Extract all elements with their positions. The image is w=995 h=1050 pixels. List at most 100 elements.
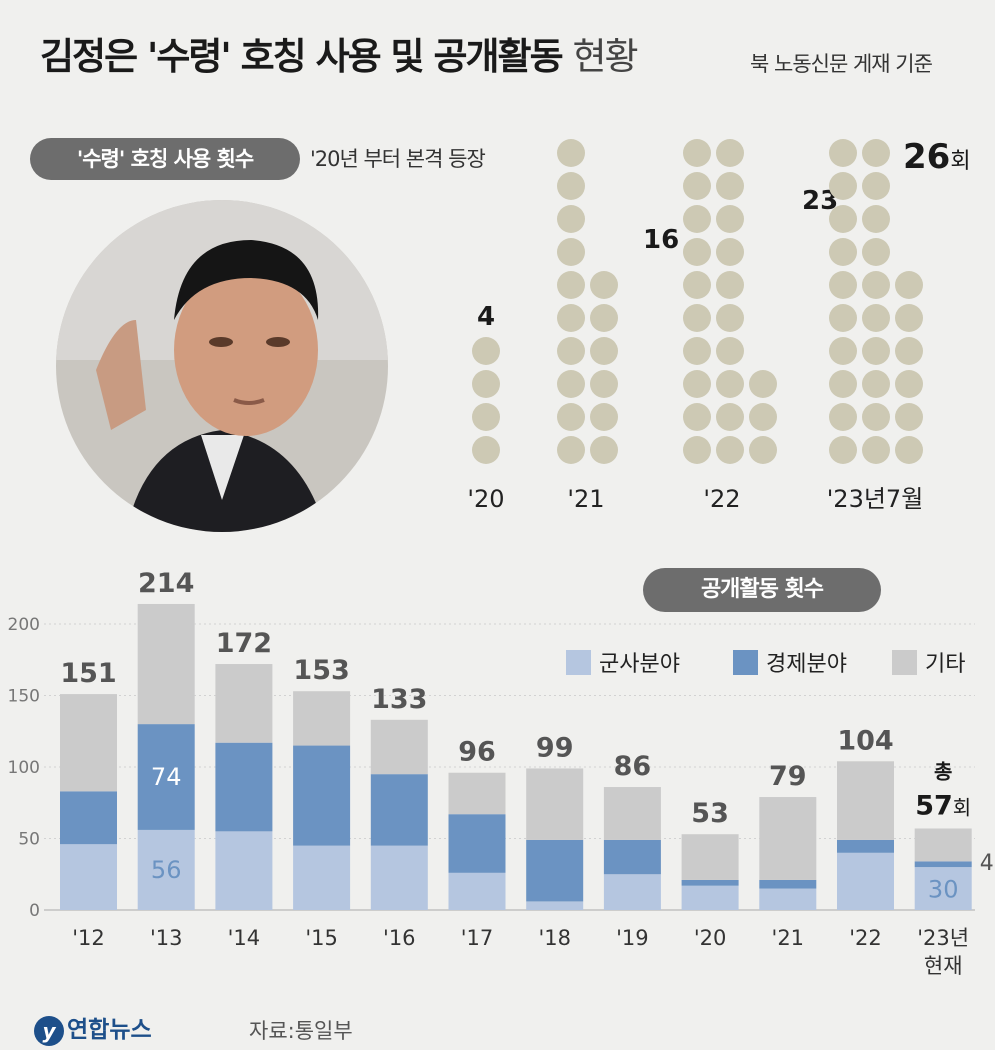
bar-total-label: 96 [458,737,496,768]
suryeong-dot [683,403,711,431]
suryeong-dot [862,238,890,266]
suryeong-dot [862,304,890,332]
suryeong-dot [829,370,857,398]
suryeong-dot [749,403,777,431]
x-category-label: '14 [228,926,261,950]
suryeong-dot [683,238,711,266]
bar-segment-economy [448,814,506,873]
y-tick-label: 50 [18,830,40,850]
bar-segment-military [759,888,817,910]
x-category-label: '22 [849,926,882,950]
inline-value-label: 74 [151,763,182,791]
suryeong-dot [557,139,585,167]
suryeong-dot [590,271,618,299]
suryeong-dot [829,304,857,332]
suryeong-dot [895,436,923,464]
bar-segment-military [837,852,894,910]
suryeong-dot [716,403,744,431]
bar-total-label: 79 [769,761,807,792]
legend-label: 군사분야 [599,652,680,677]
legend-swatch [892,650,917,675]
suryeong-dot [472,403,500,431]
suryeong-value-label: 16 [643,225,679,255]
bar-segment-military [448,872,506,910]
x-category-label: 현재 [924,954,963,978]
bar-segment-other [681,834,739,880]
bar-segment-other [293,691,351,746]
bar-segment-other [215,664,273,743]
suryeong-dot [557,172,585,200]
suryeong-dot [590,370,618,398]
inline-value-label: 4 [980,851,994,876]
title-suffix: 현황 [572,35,639,78]
bar-segment-other [603,787,661,840]
bar-segment-economy [681,879,739,886]
bar-segment-military [681,885,739,910]
bar-segment-economy [603,839,661,875]
suryeong-dot [895,403,923,431]
suryeong-value-label: 4 [477,302,495,332]
bar-total-label: 153 [293,655,349,686]
x-category-label: '12 [72,926,105,950]
bar-segment-economy [526,839,584,902]
suryeong-dot [683,370,711,398]
suryeong-dot [716,271,744,299]
bar-segment-economy [137,724,195,830]
x-category-label: '18 [538,926,571,950]
suryeong-dot [557,403,585,431]
suryeong-dot [749,370,777,398]
suryeong-dot [862,370,890,398]
logo-text: 연합뉴스 [67,1017,152,1043]
suryeong-dot [557,436,585,464]
y-tick-label: 200 [8,615,40,635]
suryeong-dot [895,271,923,299]
bar-segment-other [448,772,506,815]
suryeong-dot [862,403,890,431]
suryeong-dot [716,436,744,464]
yonhap-logo: y 연합뉴스 [34,1010,152,1046]
suryeong-dot [683,139,711,167]
suryeong-dot [683,205,711,233]
suryeong-year-label: '21 [567,485,604,513]
source-note: 북 노동신문 게재 기준 [750,52,933,76]
x-category-label: '19 [616,926,649,950]
chart-legend: 군사분야 경제분야 기타 [566,650,965,677]
suryeong-dot [590,436,618,464]
suryeong-dot [683,271,711,299]
suryeong-dot [590,304,618,332]
legend-label: 경제분야 [766,652,847,677]
suryeong-dot [862,139,890,167]
bar-total-label: 172 [216,628,272,659]
suryeong-dot [862,337,890,365]
x-category-label: '21 [772,926,805,950]
suryeong-dot [829,139,857,167]
x-category-label: '16 [383,926,416,950]
bar-segment-military [215,831,273,910]
suryeong-dot [472,337,500,365]
page-title: 김정은 '수령' 호칭 사용 및 공개활동 현황 [40,26,639,80]
footer-source: 자료:통일부 [249,1019,353,1043]
suryeong-year-label: '22 [703,485,740,513]
bar-segment-economy [759,879,817,889]
x-category-label: '15 [305,926,338,950]
suryeong-value-label: 26회 [903,137,971,177]
bar-total-label: 151 [60,658,116,689]
suryeong-dot [590,403,618,431]
suryeong-note: '20년 부터 본격 등장 [310,147,486,171]
suryeong-dot [829,271,857,299]
suryeong-dot [557,370,585,398]
bar-segment-other [914,828,972,862]
suryeong-dot [829,403,857,431]
inline-value-label: 30 [928,876,959,904]
suryeong-dot [716,205,744,233]
bar-total-label: 53 [691,798,729,829]
suryeong-year-label: '23년7월 [827,485,924,513]
suryeong-count-pill: '수령' 호칭 사용 횟수 [30,138,300,180]
bar-segment-other [759,797,817,880]
activity-count-pill: 공개활동 횟수 [643,568,881,612]
bar-total-label: 214 [138,568,194,599]
suryeong-dot [862,205,890,233]
suryeong-dot [862,271,890,299]
